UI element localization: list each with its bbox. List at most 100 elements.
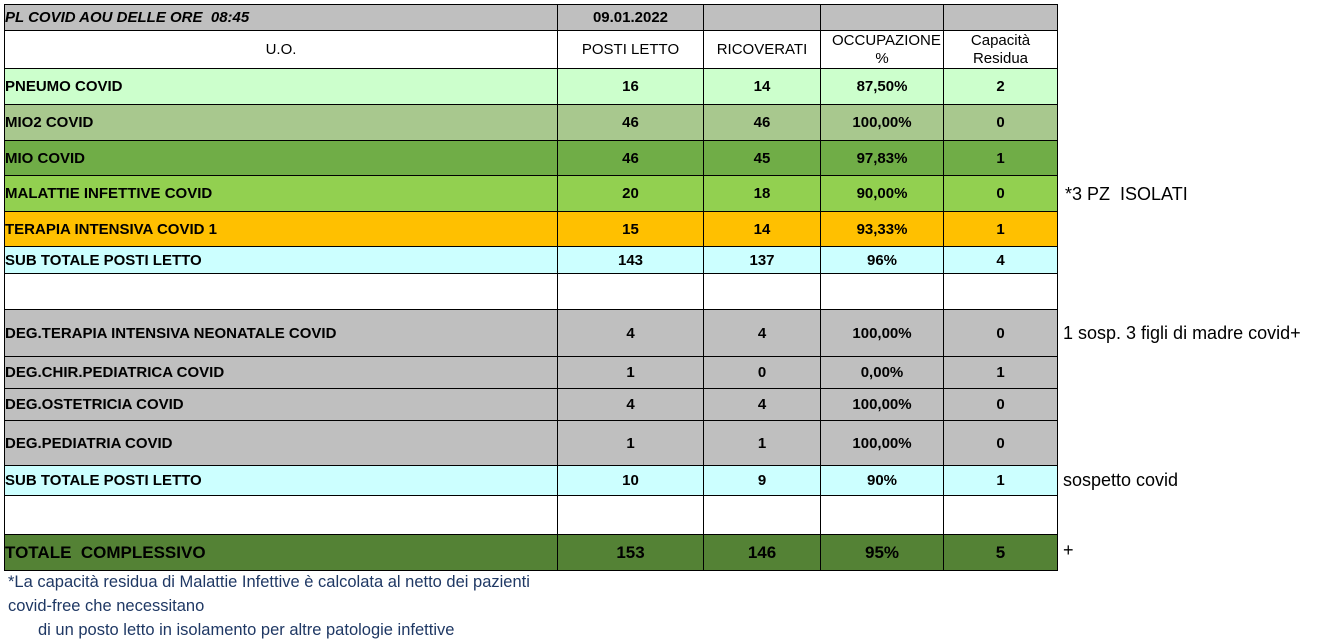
unit-label-cell: DEG.TERAPIA INTENSIVA NEONATALE COVID (4, 309, 558, 357)
title-row: PL COVID AOU DELLE ORE 08:45 09.01.2022 (4, 4, 1058, 31)
empty-cell (943, 495, 1058, 535)
posti-letto-cell: 4 (557, 309, 704, 357)
column-header-capacita: Capacità Residua (943, 30, 1058, 69)
posti-letto-cell: 4 (557, 388, 704, 421)
occupazione-cell: 100,00% (820, 309, 944, 357)
posti-letto-cell: 15 (557, 211, 704, 247)
posti-letto-cell: 10 (557, 465, 704, 496)
occupazione-cell: 0,00% (820, 356, 944, 389)
footnote-line3: di un posto letto in isolamento per altr… (38, 620, 455, 639)
unit-label-cell: MIO COVID (4, 140, 558, 176)
ricoverati-cell: 45 (703, 140, 821, 176)
ricoverati-cell: 4 (703, 309, 821, 357)
empty-cell (820, 495, 944, 535)
ricoverati-cell: 146 (703, 534, 821, 571)
table-row-terapia-intensiva: TERAPIA INTENSIVA COVID 1 15 14 93,33% 1 (4, 211, 1058, 247)
posti-letto-cell: 1 (557, 356, 704, 389)
table-row-empty (4, 273, 1058, 310)
empty-cell (557, 273, 704, 310)
occupazione-cell: 90% (820, 465, 944, 496)
table-row-empty (4, 495, 1058, 535)
occupazione-cell: 97,83% (820, 140, 944, 176)
posti-letto-cell: 153 (557, 534, 704, 571)
capacita-cell: 0 (943, 175, 1058, 212)
note-neonatale: 1 sosp. 3 figli di madre covid+ (1063, 323, 1301, 343)
table-row-chir-pediatrica: DEG.CHIR.PEDIATRICA COVID 1 0 0,00% 1 (4, 356, 1058, 389)
posti-letto-cell: 1 (557, 420, 704, 466)
note-pediatria-line2: + (1063, 539, 1074, 560)
unit-label-cell: DEG.CHIR.PEDIATRICA COVID (4, 356, 558, 389)
posti-letto-cell: 46 (557, 104, 704, 141)
empty-cell (4, 495, 558, 535)
posti-letto-cell: 143 (557, 246, 704, 274)
capacita-cell: 1 (943, 356, 1058, 389)
capacita-cell: 5 (943, 534, 1058, 571)
report-date: 09.01.2022 (557, 4, 704, 31)
empty-cell (703, 495, 821, 535)
unit-label-cell: PNEUMO COVID (4, 68, 558, 105)
subtotal-label-cell: SUB TOTALE POSTI LETTO (4, 465, 558, 496)
occupazione-cell: 87,50% (820, 68, 944, 105)
table-row-pneumo: PNEUMO COVID 16 14 87,50% 2 (4, 68, 1058, 105)
total-label-cell: TOTALE COMPLESSIVO (4, 534, 558, 571)
capacita-cell: 2 (943, 68, 1058, 105)
unit-label-cell: MIO2 COVID (4, 104, 558, 141)
table-row-ti-neonatale: DEG.TERAPIA INTENSIVA NEONATALE COVID 4 … (4, 309, 1058, 357)
column-header-row: U.O. POSTI LETTO RICOVERATI OCCUPAZIONE … (4, 30, 1058, 69)
table-row-ostetricia: DEG.OSTETRICIA COVID 4 4 100,00% 0 (4, 388, 1058, 421)
occupazione-cell: 100,00% (820, 420, 944, 466)
capacita-cell: 0 (943, 104, 1058, 141)
column-header-uo: U.O. (4, 30, 558, 69)
footnote-line1: *La capacità residua di Malattie Infetti… (8, 573, 530, 591)
empty-cell (820, 273, 944, 310)
subtotal-label-cell: SUB TOTALE POSTI LETTO (4, 246, 558, 274)
column-header-posti-letto: POSTI LETTO (557, 30, 704, 69)
table-row-subtotale-1: SUB TOTALE POSTI LETTO 143 137 96% 4 (4, 246, 1058, 274)
empty-cell (4, 273, 558, 310)
capacita-cell: 0 (943, 420, 1058, 466)
capacita-cell: 4 (943, 246, 1058, 274)
column-header-occupazione: OCCUPAZIONE % (820, 30, 944, 69)
ricoverati-cell: 4 (703, 388, 821, 421)
table-row-subtotale-2: SUB TOTALE POSTI LETTO 10 9 90% 1 (4, 465, 1058, 496)
title-spacer-cell (703, 4, 821, 31)
occupazione-cell: 95% (820, 534, 944, 571)
report-title: PL COVID AOU DELLE ORE 08:45 (4, 4, 558, 31)
table-row-pediatria: DEG.PEDIATRIA COVID 1 1 100,00% 0 (4, 420, 1058, 466)
empty-cell (557, 495, 704, 535)
ricoverati-cell: 9 (703, 465, 821, 496)
footnote-line2: covid-free che necessitano (8, 596, 205, 615)
ricoverati-cell: 14 (703, 211, 821, 247)
occupazione-cell: 100,00% (820, 388, 944, 421)
ricoverati-cell: 18 (703, 175, 821, 212)
table-row-malattie-infettive: MALATTIE INFETTIVE COVID 20 18 90,00% 0 (4, 175, 1058, 212)
column-header-ricoverati: RICOVERATI (703, 30, 821, 69)
covid-bed-table: PL COVID AOU DELLE ORE 08:45 09.01.2022 … (4, 4, 1058, 571)
ricoverati-cell: 14 (703, 68, 821, 105)
occupazione-cell: 96% (820, 246, 944, 274)
unit-label-cell: TERAPIA INTENSIVA COVID 1 (4, 211, 558, 247)
title-spacer-cell (943, 4, 1058, 31)
occupazione-cell: 100,00% (820, 104, 944, 141)
ricoverati-cell: 137 (703, 246, 821, 274)
occupazione-cell: 93,33% (820, 211, 944, 247)
column-header-occupazione-label: OCCUPAZIONE % (832, 32, 941, 67)
empty-cell (703, 273, 821, 310)
note-isolati: *3 PZ ISOLATI (1065, 184, 1188, 204)
capacita-cell: 1 (943, 211, 1058, 247)
occupazione-cell: 90,00% (820, 175, 944, 212)
empty-cell (943, 273, 1058, 310)
footnote: *La capacità residua di Malattie Infetti… (8, 571, 768, 639)
unit-label-cell: DEG.OSTETRICIA COVID (4, 388, 558, 421)
posti-letto-cell: 46 (557, 140, 704, 176)
unit-label-cell: MALATTIE INFETTIVE COVID (4, 175, 558, 212)
ricoverati-cell: 46 (703, 104, 821, 141)
posti-letto-cell: 20 (557, 175, 704, 212)
capacita-cell: 1 (943, 140, 1058, 176)
title-spacer-cell (820, 4, 944, 31)
table-row-mio2: MIO2 COVID 46 46 100,00% 0 (4, 104, 1058, 141)
table-row-totale: TOTALE COMPLESSIVO 153 146 95% 5 (4, 534, 1058, 571)
unit-label-cell: DEG.PEDIATRIA COVID (4, 420, 558, 466)
note-pediatria: sospetto covid + (1063, 422, 1178, 609)
table-row-mio: MIO COVID 46 45 97,83% 1 (4, 140, 1058, 176)
